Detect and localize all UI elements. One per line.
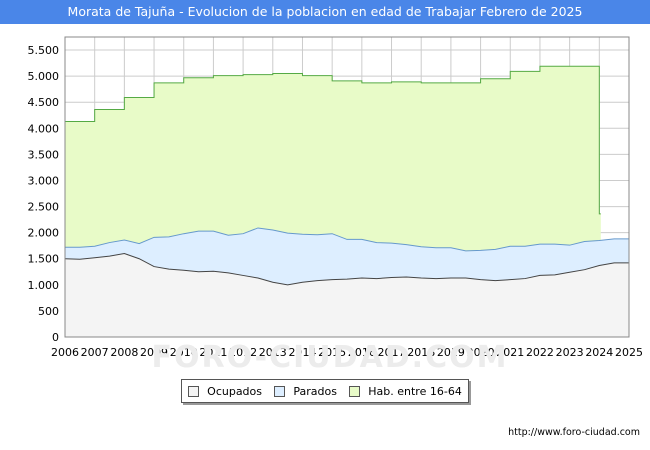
x-tick-label: 2014 — [288, 346, 316, 359]
x-tick-label: 2023 — [556, 346, 584, 359]
watermark: FORO-CIUDAD.COM — [151, 340, 509, 375]
x-tick-label: 2008 — [110, 346, 138, 359]
y-tick-label: 0 — [52, 331, 59, 344]
x-tick-label: 2015 — [318, 346, 346, 359]
x-tick-label: 2011 — [199, 346, 227, 359]
hab-line — [65, 65, 601, 215]
y-tick-label: 500 — [38, 305, 59, 318]
x-axis-ticks: 2006 2007 2008 2009 2010 2011 2012 2013 2014 2015… — [51, 346, 643, 359]
parados-line — [65, 227, 629, 252]
ocupados-area — [65, 253, 629, 337]
series-lines — [64, 65, 629, 286]
y-tick-label: 5.500 — [28, 44, 60, 57]
source-link[interactable]: http://www.foro-ciudad.com — [508, 427, 640, 438]
legend-item-ocupados: Ocupados — [188, 385, 262, 398]
y-axis-ticks: 0 500 1.000 1.500 2.000 2.500 3.000 3.500 4.000 4… — [28, 44, 60, 344]
x-tick-label: 2006 — [51, 346, 79, 359]
legend: Ocupados Parados Hab. entre 16-64 — [181, 379, 469, 403]
x-tick-label: 2020 — [467, 346, 495, 359]
x-tick-label: 2024 — [585, 346, 613, 359]
x-tick-label: 2009 — [140, 346, 168, 359]
legend-item-parados: Parados — [274, 385, 337, 398]
ocupados-line — [64, 253, 629, 286]
chart-title: Morata de Tajuña - Evolucion de la pobla… — [0, 0, 650, 24]
x-tick-label: 2021 — [496, 346, 524, 359]
legend-swatch-ocupados — [188, 385, 200, 397]
legend-swatch-parados — [274, 385, 286, 397]
x-tick-label: 2025 — [615, 346, 643, 359]
x-tick-label: 2019 — [437, 346, 465, 359]
y-tick-label: 1.000 — [28, 279, 60, 292]
x-tick-label: 2022 — [526, 346, 554, 359]
y-tick-label: 4.000 — [28, 122, 60, 135]
x-tick-label: 2018 — [407, 346, 435, 359]
y-tick-label: 1.500 — [28, 253, 60, 266]
x-tick-label: 2012 — [229, 346, 257, 359]
y-tick-label: 3.000 — [28, 174, 60, 187]
legend-swatch-hab — [349, 385, 361, 397]
x-tick-label: 2017 — [378, 346, 406, 359]
legend-label-ocupados: Ocupados — [207, 384, 263, 398]
x-tick-label: 2010 — [170, 346, 198, 359]
y-tick-label: 5.000 — [28, 70, 60, 83]
x-tick-label: 2013 — [259, 346, 287, 359]
legend-item-hab: Hab. entre 16-64 — [349, 385, 462, 398]
areas — [65, 66, 629, 337]
y-tick-label: 2.500 — [28, 201, 60, 214]
legend-label-hab: Hab. entre 16-64 — [368, 384, 462, 398]
plot-border — [64, 36, 630, 338]
chart-canvas: 0 500 1.000 1.500 2.000 2.500 3.000 3.500 4.000 4… — [28, 36, 643, 359]
y-tick-label: 2.000 — [28, 227, 60, 240]
x-tick-label: 2007 — [81, 346, 109, 359]
legend-label-parados: Parados — [293, 384, 337, 398]
y-tick-label: 4.500 — [28, 96, 60, 109]
x-tick-label: 2016 — [348, 346, 376, 359]
y-tick-label: 3.500 — [28, 148, 60, 161]
